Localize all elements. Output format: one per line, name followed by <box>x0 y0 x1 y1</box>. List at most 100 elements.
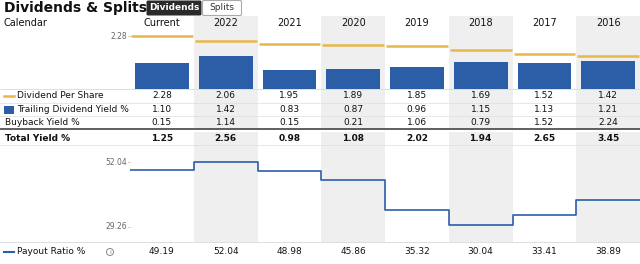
Bar <box>130 16 194 31</box>
Text: 49.19: 49.19 <box>149 248 175 257</box>
Bar <box>385 116 449 129</box>
Text: 2.28: 2.28 <box>152 92 172 101</box>
Bar <box>130 31 194 89</box>
Text: 1.08: 1.08 <box>342 134 364 143</box>
Bar <box>321 132 385 145</box>
Bar <box>262 70 316 89</box>
Bar <box>513 89 576 103</box>
Bar <box>321 89 385 103</box>
Text: 2.24: 2.24 <box>598 118 618 127</box>
Bar <box>385 132 449 145</box>
Bar <box>257 116 321 129</box>
Bar <box>576 145 640 242</box>
Bar <box>513 31 576 89</box>
Bar <box>199 56 253 89</box>
Text: 2021: 2021 <box>277 18 301 29</box>
Text: 33.41: 33.41 <box>531 248 557 257</box>
Bar <box>513 116 576 129</box>
Text: 1.95: 1.95 <box>279 92 300 101</box>
Bar <box>385 31 449 89</box>
Bar <box>576 31 640 89</box>
Text: 2.56: 2.56 <box>214 134 237 143</box>
Text: 0.15: 0.15 <box>152 118 172 127</box>
Bar <box>513 145 576 242</box>
Text: 2022: 2022 <box>213 18 238 29</box>
Bar <box>513 132 576 145</box>
Text: 1.06: 1.06 <box>407 118 427 127</box>
Text: 45.86: 45.86 <box>340 248 366 257</box>
Text: 3.45: 3.45 <box>597 134 620 143</box>
Bar <box>576 132 640 145</box>
Text: 30.04: 30.04 <box>468 248 493 257</box>
Bar <box>449 103 513 116</box>
Bar <box>257 16 321 31</box>
Text: 52.04: 52.04 <box>213 248 239 257</box>
Bar <box>194 31 257 89</box>
Text: 35.32: 35.32 <box>404 248 429 257</box>
Text: 2.28: 2.28 <box>110 32 127 41</box>
Text: 0.98: 0.98 <box>278 134 300 143</box>
Bar <box>385 145 449 242</box>
Bar <box>581 61 635 89</box>
Bar <box>194 116 257 129</box>
Text: 2019: 2019 <box>404 18 429 29</box>
Text: 0.96: 0.96 <box>407 105 427 114</box>
Text: 2.65: 2.65 <box>533 134 556 143</box>
Bar <box>454 62 508 89</box>
Bar <box>321 31 385 89</box>
Text: Total Yield %: Total Yield % <box>5 134 70 143</box>
Text: Splits: Splits <box>209 3 234 12</box>
Bar <box>576 89 640 103</box>
Bar <box>513 103 576 116</box>
Text: 1.14: 1.14 <box>216 118 236 127</box>
Bar <box>0 0 640 16</box>
Text: Dividends: Dividends <box>149 3 199 12</box>
FancyBboxPatch shape <box>147 1 202 16</box>
Bar <box>518 63 572 89</box>
Text: 29.26: 29.26 <box>106 223 127 232</box>
Text: Calendar: Calendar <box>4 18 48 29</box>
Text: 52.04: 52.04 <box>105 158 127 167</box>
Text: Current: Current <box>143 18 180 29</box>
Text: Trailing Dividend Yield %: Trailing Dividend Yield % <box>17 105 129 114</box>
Text: 1.15: 1.15 <box>470 105 491 114</box>
Text: 0.87: 0.87 <box>343 105 363 114</box>
Text: 2020: 2020 <box>340 18 365 29</box>
Bar <box>449 31 513 89</box>
Bar <box>194 132 257 145</box>
Bar <box>321 116 385 129</box>
Bar <box>449 145 513 242</box>
Bar <box>257 31 321 89</box>
Bar <box>449 89 513 103</box>
Text: Dividends & Splits: Dividends & Splits <box>4 1 147 15</box>
Bar <box>130 132 194 145</box>
Bar <box>130 145 194 242</box>
Text: Buyback Yield %: Buyback Yield % <box>5 118 80 127</box>
Text: 1.89: 1.89 <box>343 92 363 101</box>
Text: 0.83: 0.83 <box>279 105 300 114</box>
Bar <box>513 16 576 31</box>
Text: Dividend Per Share: Dividend Per Share <box>17 92 104 101</box>
Bar <box>449 132 513 145</box>
Bar <box>385 89 449 103</box>
Text: 1.25: 1.25 <box>151 134 173 143</box>
Bar <box>321 16 385 31</box>
Bar <box>449 16 513 31</box>
Text: 1.69: 1.69 <box>470 92 491 101</box>
Text: 0.21: 0.21 <box>343 118 363 127</box>
Bar <box>321 145 385 242</box>
Text: 48.98: 48.98 <box>276 248 302 257</box>
Bar <box>257 145 321 242</box>
Text: 1.52: 1.52 <box>534 92 554 101</box>
Bar <box>130 89 194 103</box>
Text: 2017: 2017 <box>532 18 557 29</box>
Bar <box>135 63 189 89</box>
Text: 0.15: 0.15 <box>279 118 300 127</box>
Text: 1.42: 1.42 <box>598 92 618 101</box>
Text: i: i <box>109 249 111 254</box>
Text: 2018: 2018 <box>468 18 493 29</box>
Text: 1.10: 1.10 <box>152 105 172 114</box>
Text: 2016: 2016 <box>596 18 620 29</box>
Text: 1.42: 1.42 <box>216 105 236 114</box>
Text: 38.89: 38.89 <box>595 248 621 257</box>
